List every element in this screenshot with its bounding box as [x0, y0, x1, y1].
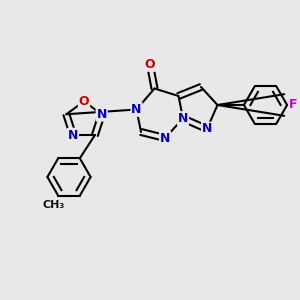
Text: N: N: [160, 131, 170, 145]
Text: O: O: [79, 95, 89, 108]
Text: N: N: [97, 108, 107, 121]
Text: F: F: [289, 98, 297, 112]
Text: N: N: [178, 112, 188, 125]
Text: O: O: [145, 58, 155, 71]
Text: CH₃: CH₃: [43, 200, 65, 210]
Text: N: N: [68, 128, 78, 142]
Text: N: N: [202, 122, 212, 136]
Text: N: N: [131, 103, 142, 116]
